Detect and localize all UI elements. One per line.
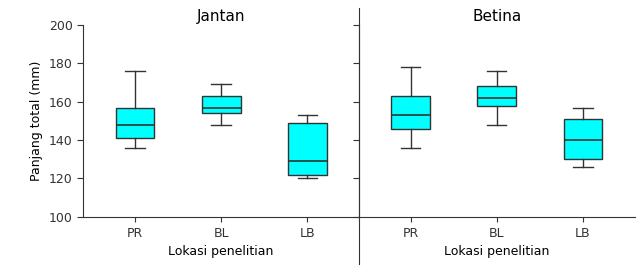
PathPatch shape xyxy=(115,108,154,138)
X-axis label: Lokasi penelitian: Lokasi penelitian xyxy=(444,245,549,258)
PathPatch shape xyxy=(202,96,240,113)
PathPatch shape xyxy=(563,119,603,159)
PathPatch shape xyxy=(288,123,327,175)
PathPatch shape xyxy=(478,86,516,106)
Title: Betina: Betina xyxy=(472,9,521,24)
Title: Jantan: Jantan xyxy=(197,9,246,24)
Y-axis label: Panjang total (mm): Panjang total (mm) xyxy=(31,61,44,181)
X-axis label: Lokasi penelitian: Lokasi penelitian xyxy=(169,245,274,258)
PathPatch shape xyxy=(391,96,430,129)
